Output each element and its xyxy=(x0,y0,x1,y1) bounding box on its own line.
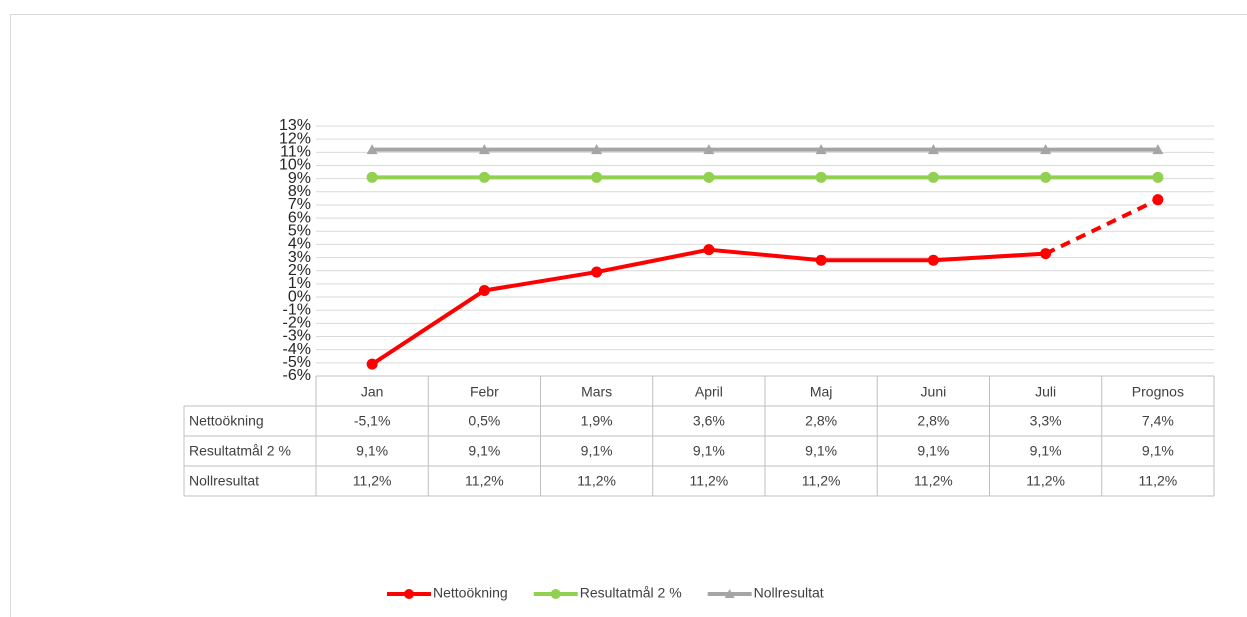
table-cell: 7,4% xyxy=(1142,413,1174,429)
y-tick-label: 10% xyxy=(279,157,311,174)
y-tick-label: 1% xyxy=(288,275,311,292)
y-tick-label: -4% xyxy=(283,341,311,358)
table-cell: 1,9% xyxy=(581,413,613,429)
y-tick-label: -6% xyxy=(283,367,311,384)
x-tick-label: April xyxy=(695,384,723,400)
y-tick-label: 3% xyxy=(288,249,311,266)
legend-item: Resultatmål 2 % xyxy=(533,585,682,601)
marker xyxy=(1152,144,1164,155)
x-tick-label: Prognos xyxy=(1132,384,1184,400)
marker xyxy=(703,244,715,256)
y-tick-label: 13% xyxy=(279,117,311,134)
marker xyxy=(366,144,378,155)
marker xyxy=(366,171,378,183)
table-cell: -5,1% xyxy=(354,413,391,429)
marker xyxy=(591,144,603,155)
y-tick-label: -2% xyxy=(283,315,311,332)
y-tick-label: 8% xyxy=(288,183,311,200)
marker xyxy=(591,266,603,278)
legend-label: Nettoökning xyxy=(433,585,508,601)
y-tick-label: -5% xyxy=(283,354,311,371)
table-cell: 9,1% xyxy=(1030,443,1062,459)
table-cell: 11,2% xyxy=(1139,473,1178,489)
y-tick-label: 12% xyxy=(279,130,311,147)
marker xyxy=(815,254,827,266)
table-cell: 9,1% xyxy=(1142,443,1174,459)
marker xyxy=(1040,171,1052,183)
y-tick-label: -1% xyxy=(283,301,311,318)
x-tick-label: Juli xyxy=(1035,384,1056,400)
y-tick-label: 4% xyxy=(288,236,311,253)
table-row-label: Resultatmål 2 % xyxy=(189,443,291,459)
legend-item: Nettoökning xyxy=(387,585,508,601)
y-tick-label: 0% xyxy=(288,288,311,305)
table-cell: 11,2% xyxy=(802,473,841,489)
legend-marker xyxy=(404,589,414,599)
table-cell: 11,2% xyxy=(577,473,616,489)
table-cell: 11,2% xyxy=(1026,473,1065,489)
table-cell: 3,6% xyxy=(693,413,725,429)
marker xyxy=(591,171,603,183)
marker xyxy=(927,171,939,183)
table-cell: 9,1% xyxy=(917,443,949,459)
table-cell: 9,1% xyxy=(805,443,837,459)
y-tick-label: 2% xyxy=(288,262,311,279)
table-row-label: Nettoökning xyxy=(189,413,264,429)
table-row-label: Nollresultat xyxy=(189,473,259,489)
marker xyxy=(1040,144,1052,155)
x-tick-label: Juni xyxy=(921,384,947,400)
marker xyxy=(927,254,939,266)
marker xyxy=(1152,194,1164,206)
marker xyxy=(366,358,378,370)
table-cell: 9,1% xyxy=(468,443,500,459)
table-cell: 2,8% xyxy=(917,413,949,429)
table-cell: 9,1% xyxy=(693,443,725,459)
table-cell: 0,5% xyxy=(468,413,500,429)
marker xyxy=(478,284,490,296)
x-tick-label: Mars xyxy=(581,384,612,400)
y-tick-label: 5% xyxy=(288,222,311,239)
table-cell: 11,2% xyxy=(465,473,504,489)
marker xyxy=(1040,248,1052,260)
legend-item: Nollresultat xyxy=(707,585,824,601)
table-cell: 3,3% xyxy=(1030,413,1062,429)
table-cell: 2,8% xyxy=(805,413,837,429)
table-cell: 9,1% xyxy=(356,443,388,459)
x-tick-label: Maj xyxy=(810,384,833,400)
marker xyxy=(703,144,715,155)
legend-label: Nollresultat xyxy=(754,585,824,601)
legend-marker xyxy=(550,589,561,599)
table-cell: 11,2% xyxy=(353,473,392,489)
x-tick-label: Febr xyxy=(470,384,499,400)
table-cell: 9,1% xyxy=(581,443,613,459)
series-line xyxy=(371,247,1046,366)
marker xyxy=(703,171,715,183)
marker xyxy=(478,171,490,183)
series-line xyxy=(1044,197,1159,256)
marker xyxy=(815,144,827,155)
marker xyxy=(815,171,827,183)
marker xyxy=(478,144,490,155)
marker xyxy=(927,144,939,155)
chart-frame xyxy=(10,14,1247,617)
y-tick-label: 7% xyxy=(288,196,311,213)
y-tick-label: 6% xyxy=(288,209,311,226)
table-cell: 11,2% xyxy=(690,473,729,489)
table-cell: 11,2% xyxy=(914,473,953,489)
x-tick-label: Jan xyxy=(361,384,384,400)
y-tick-label: 11% xyxy=(280,144,311,161)
legend-label: Resultatmål 2 % xyxy=(580,585,682,601)
legend-marker xyxy=(724,589,735,598)
marker xyxy=(1152,171,1164,183)
y-tick-label: -3% xyxy=(283,328,311,345)
y-tick-label: 9% xyxy=(288,170,311,187)
